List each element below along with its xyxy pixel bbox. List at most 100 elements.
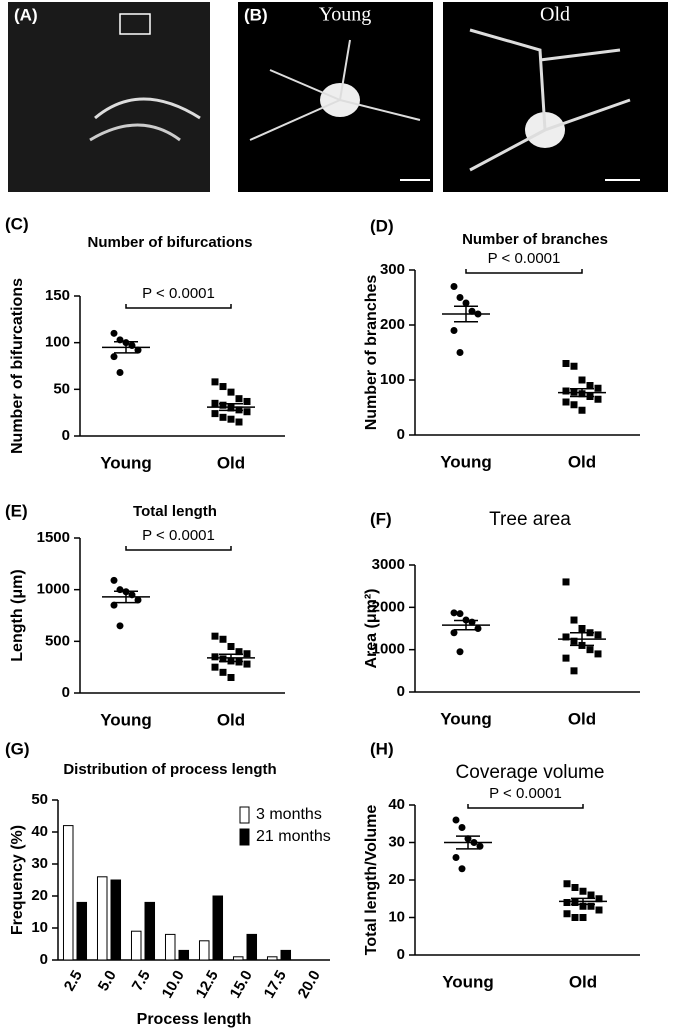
chart-title: Number of branches	[462, 231, 608, 248]
bar	[110, 879, 122, 961]
data-point	[110, 576, 118, 584]
panel-label: (D)	[370, 216, 394, 235]
data-point	[571, 914, 579, 921]
inset-box	[119, 13, 151, 35]
significance-bracket	[465, 269, 583, 274]
p-value: P < 0.0001	[488, 250, 561, 267]
y-tick-label: 200	[380, 316, 405, 333]
data-point	[571, 899, 579, 906]
x-tick-label: Old	[217, 710, 245, 729]
bar	[246, 933, 258, 961]
x-tick-label: 17.5	[261, 967, 290, 1001]
y-tick-label: 30	[31, 855, 48, 872]
data-point	[586, 646, 594, 654]
data-point	[211, 632, 219, 640]
data-point	[456, 294, 464, 301]
data-point	[562, 387, 570, 395]
y-tick-label: 100	[380, 371, 405, 388]
data-point	[452, 816, 460, 824]
x-tick-label: 5.0	[95, 967, 120, 994]
legend-swatch	[239, 828, 250, 846]
y-tick-label: 2000	[372, 598, 405, 615]
significance-bracket	[125, 546, 232, 551]
x-tick-label: Old	[217, 453, 245, 472]
data-point	[211, 399, 219, 407]
x-tick-label: 2.5	[61, 967, 86, 994]
y-tick-label: 0	[397, 946, 405, 963]
y-tick-label: 10	[388, 908, 405, 925]
data-point	[235, 395, 243, 403]
image-title: Young	[319, 4, 371, 26]
data-point	[243, 397, 251, 405]
x-tick-label: Young	[440, 709, 492, 728]
y-axis-label: Number of bifurcations	[9, 278, 26, 454]
chart-title: Distribution of process length	[63, 761, 276, 778]
data-point	[476, 842, 484, 850]
data-point	[462, 299, 470, 307]
significance-bracket	[125, 304, 232, 309]
data-point	[211, 410, 219, 418]
data-point	[211, 663, 219, 671]
bar	[164, 933, 176, 961]
y-tick-label: 10	[31, 919, 48, 936]
data-point	[456, 648, 464, 656]
bar	[178, 949, 190, 961]
legend-swatch	[239, 806, 250, 824]
y-tick-label: 100	[45, 334, 70, 351]
x-tick-label: Young	[440, 452, 492, 471]
data-point	[134, 596, 142, 604]
data-point	[562, 654, 570, 662]
data-point	[563, 899, 571, 906]
data-point	[243, 650, 251, 658]
data-point	[562, 633, 570, 641]
data-point	[227, 643, 235, 650]
y-tick-label: 0	[397, 426, 405, 443]
data-point	[219, 655, 227, 663]
data-point	[243, 660, 251, 668]
data-point	[578, 376, 586, 384]
data-point	[110, 353, 118, 361]
y-tick-label: 50	[31, 791, 48, 808]
x-tick-label: 10.0	[159, 967, 188, 1001]
data-point	[219, 413, 227, 421]
y-tick-label: 40	[388, 796, 405, 813]
panel-label: (F)	[370, 509, 392, 528]
y-tick-label: 150	[45, 287, 70, 304]
data-point	[235, 648, 243, 656]
y-tick-label: 1000	[37, 581, 70, 598]
data-point	[594, 650, 602, 658]
hippocampus	[94, 97, 201, 120]
data-point	[110, 329, 118, 337]
y-axis-label: Length (μm)	[9, 569, 26, 661]
x-tick-label: 15.0	[227, 967, 256, 1001]
panel-label: (A)	[14, 5, 38, 24]
y-tick-label: 30	[388, 833, 405, 850]
data-point	[219, 668, 227, 676]
x-tick-label: 7.5	[129, 967, 154, 994]
data-point	[116, 369, 124, 377]
data-point	[562, 360, 570, 367]
data-point	[563, 910, 571, 918]
chart-panel: (C) Number of bifurcations Number of bifur…	[5, 214, 285, 472]
panel-label: (B)	[244, 5, 268, 24]
data-point	[587, 902, 595, 910]
x-tick-label: Old	[569, 972, 597, 991]
chart-panel: (D) Number of branches Number of branches 0…	[363, 216, 640, 471]
data-point	[570, 637, 578, 645]
data-point	[134, 346, 142, 354]
data-point	[468, 307, 476, 315]
bar	[212, 895, 224, 961]
data-point	[116, 586, 124, 594]
image-panel-b: (B) Young	[238, 2, 433, 192]
data-point	[571, 884, 579, 891]
x-tick-label: 20.0	[295, 967, 324, 1001]
panel-label: (G)	[5, 739, 30, 758]
data-point	[579, 902, 587, 910]
y-tick-label: 20	[31, 887, 48, 904]
data-point	[570, 667, 578, 675]
x-tick-label: Young	[100, 453, 152, 472]
data-point	[116, 622, 124, 630]
y-tick-label: 0	[40, 951, 48, 968]
data-point	[587, 891, 595, 899]
data-point	[570, 616, 578, 624]
